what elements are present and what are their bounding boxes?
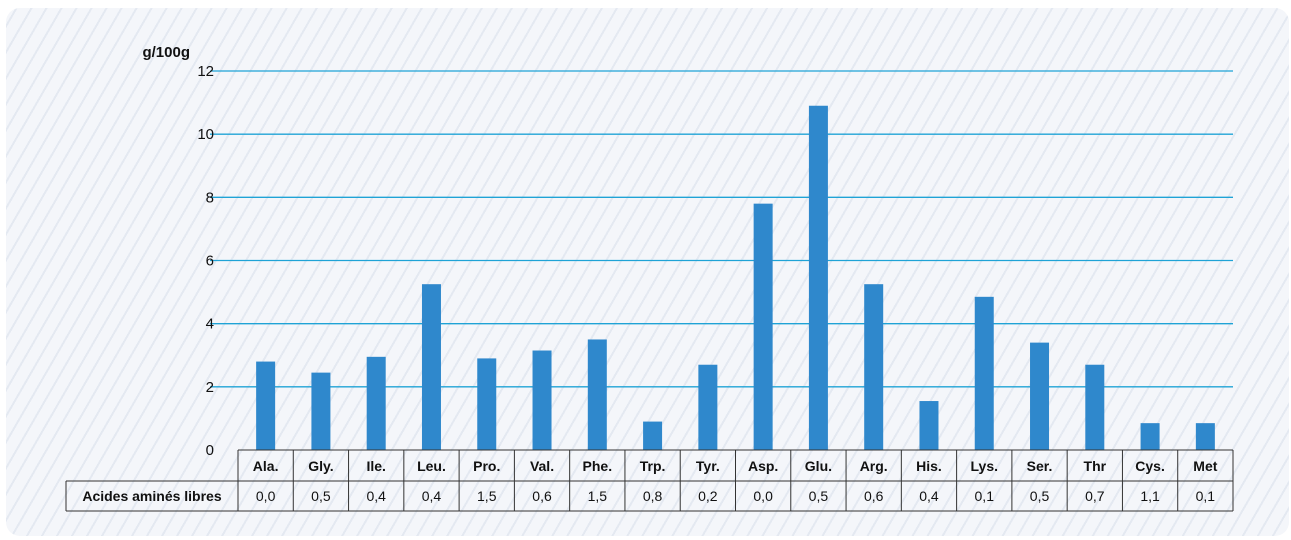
free-amino-acid-value: 0,8 — [643, 488, 663, 504]
y-tick-label: 0 — [206, 442, 214, 459]
category-label: Arg. — [860, 458, 888, 474]
category-label: Thr — [1084, 458, 1107, 474]
category-label: His. — [916, 458, 942, 474]
category-label: Glu. — [805, 458, 832, 474]
free-amino-acid-value: 0,0 — [753, 488, 773, 504]
bar-leu — [421, 284, 441, 450]
y-axis-unit-label: g/100g — [142, 44, 190, 61]
free-amino-acid-value: 0,4 — [919, 488, 939, 504]
bars — [256, 105, 1215, 450]
free-amino-acid-value: 1,5 — [477, 488, 497, 504]
y-tick-label: 2 — [206, 379, 214, 396]
y-tick-label: 6 — [206, 253, 214, 270]
category-label: Lys. — [971, 458, 999, 474]
data-table: Acides aminés libres Ala. 0,0 Gly. 0,5 Ile. 0,… — [65, 449, 1234, 512]
category-label: Tyr. — [696, 458, 720, 474]
category-label: Gly. — [308, 458, 333, 474]
category-label: Trp. — [640, 458, 666, 474]
bar-trp — [643, 421, 663, 450]
free-amino-acid-value: 1,1 — [1140, 488, 1160, 504]
category-label: Met — [1193, 458, 1217, 474]
category-label: Cys. — [1135, 458, 1165, 474]
category-label: Ala. — [253, 458, 279, 474]
bar-ile — [366, 356, 386, 450]
free-amino-acid-value: 0,7 — [1085, 488, 1105, 504]
y-tick-label: 8 — [206, 189, 214, 206]
bar-lys — [974, 296, 994, 450]
category-label: Phe. — [583, 458, 613, 474]
category-label: Leu. — [417, 458, 446, 474]
gridlines — [210, 70, 1233, 388]
free-amino-acid-value: 0,5 — [1030, 488, 1050, 504]
free-amino-acid-value: 0,6 — [532, 488, 552, 504]
bar-tyr — [698, 364, 718, 450]
bar-val — [532, 350, 552, 450]
chart-background-panel — [6, 8, 1289, 536]
bar-gly — [311, 372, 331, 450]
bar-met — [1195, 423, 1215, 450]
free-amino-acid-value: 0,4 — [422, 488, 442, 504]
bar-ser — [1030, 342, 1050, 450]
bar-thr — [1085, 364, 1105, 450]
table-row-header: Acides aminés libres — [82, 488, 222, 504]
free-amino-acid-value: 0,1 — [1196, 488, 1216, 504]
free-amino-acid-value: 1,5 — [588, 488, 608, 504]
y-tick-label: 12 — [197, 63, 214, 80]
bar-arg — [864, 284, 884, 450]
bar-phe — [587, 339, 607, 450]
free-amino-acid-value: 0,0 — [256, 488, 276, 504]
bar-asp — [753, 203, 773, 450]
free-amino-acid-value: 0,6 — [864, 488, 884, 504]
category-label: Val. — [530, 458, 554, 474]
free-amino-acid-value: 0,5 — [311, 488, 331, 504]
free-amino-acid-value: 0,1 — [975, 488, 995, 504]
y-tick-label: 4 — [206, 316, 214, 333]
category-label: Asp. — [748, 458, 778, 474]
free-amino-acid-value: 0,4 — [366, 488, 386, 504]
bar-cys — [1140, 423, 1160, 450]
category-label: Pro. — [473, 458, 500, 474]
bar-his — [919, 401, 939, 450]
bar-glu — [808, 105, 828, 450]
bar-ala — [256, 361, 276, 450]
bar-pro — [477, 358, 497, 450]
category-label: Ile. — [366, 458, 385, 474]
free-amino-acid-value: 0,2 — [698, 488, 718, 504]
y-axis-tick-labels: 0 2 4 6 8 10 12 — [197, 63, 214, 459]
free-amino-acid-value: 0,5 — [809, 488, 829, 504]
y-tick-label: 10 — [197, 126, 214, 143]
category-label: Ser. — [1027, 458, 1053, 474]
